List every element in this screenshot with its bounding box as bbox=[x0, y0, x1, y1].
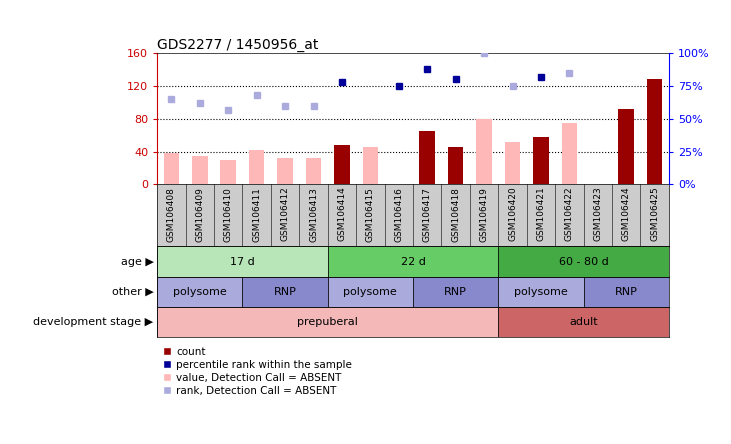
Bar bbox=[420, 131, 435, 184]
Bar bbox=[277, 158, 293, 184]
Bar bbox=[334, 145, 349, 184]
Bar bbox=[499, 307, 669, 337]
Text: GSM106413: GSM106413 bbox=[309, 187, 318, 242]
Bar bbox=[192, 155, 208, 184]
Bar bbox=[413, 277, 499, 307]
Text: GSM106417: GSM106417 bbox=[423, 187, 432, 242]
Text: GSM106418: GSM106418 bbox=[451, 187, 460, 242]
Text: GSM106420: GSM106420 bbox=[508, 187, 517, 242]
Text: development stage ▶: development stage ▶ bbox=[34, 317, 154, 327]
Text: GSM106423: GSM106423 bbox=[594, 187, 602, 242]
Bar bbox=[448, 147, 463, 184]
Text: 60 - 80 d: 60 - 80 d bbox=[558, 257, 608, 266]
Text: GSM106411: GSM106411 bbox=[252, 187, 261, 242]
Bar bbox=[164, 153, 179, 184]
Text: GSM106424: GSM106424 bbox=[622, 187, 631, 242]
Text: polysome: polysome bbox=[514, 287, 568, 297]
Text: 22 d: 22 d bbox=[401, 257, 425, 266]
Text: age ▶: age ▶ bbox=[121, 257, 154, 266]
Text: polysome: polysome bbox=[344, 287, 397, 297]
Text: GDS2277 / 1450956_at: GDS2277 / 1450956_at bbox=[157, 38, 319, 52]
Bar bbox=[221, 160, 236, 184]
Bar bbox=[327, 246, 499, 277]
Text: RNP: RNP bbox=[273, 287, 297, 297]
Text: GSM106422: GSM106422 bbox=[565, 187, 574, 242]
Bar bbox=[249, 150, 265, 184]
Text: GSM106416: GSM106416 bbox=[394, 187, 404, 242]
Text: GSM106414: GSM106414 bbox=[338, 187, 346, 242]
Text: GSM106415: GSM106415 bbox=[366, 187, 375, 242]
Text: GSM106412: GSM106412 bbox=[281, 187, 289, 242]
Bar bbox=[499, 277, 583, 307]
Text: other ▶: other ▶ bbox=[112, 287, 154, 297]
Text: GSM106410: GSM106410 bbox=[224, 187, 232, 242]
Bar bbox=[363, 147, 378, 184]
Bar bbox=[306, 158, 322, 184]
Text: prepuberal: prepuberal bbox=[298, 317, 358, 327]
Bar bbox=[533, 137, 549, 184]
Text: GSM106425: GSM106425 bbox=[650, 187, 659, 242]
Bar bbox=[477, 119, 492, 184]
Bar bbox=[157, 277, 243, 307]
Bar bbox=[157, 246, 327, 277]
Text: GSM106421: GSM106421 bbox=[537, 187, 545, 242]
Bar bbox=[647, 79, 662, 184]
Text: adult: adult bbox=[569, 317, 598, 327]
Text: polysome: polysome bbox=[173, 287, 227, 297]
Bar bbox=[583, 277, 669, 307]
Bar bbox=[327, 277, 413, 307]
Text: RNP: RNP bbox=[615, 287, 637, 297]
Text: GSM106409: GSM106409 bbox=[195, 187, 204, 242]
Text: GSM106408: GSM106408 bbox=[167, 187, 176, 242]
Bar bbox=[157, 307, 499, 337]
Text: RNP: RNP bbox=[444, 287, 467, 297]
Bar bbox=[243, 277, 327, 307]
Bar bbox=[499, 246, 669, 277]
Bar bbox=[504, 142, 520, 184]
Legend: count, percentile rank within the sample, value, Detection Call = ABSENT, rank, : count, percentile rank within the sample… bbox=[162, 347, 352, 396]
Bar bbox=[561, 123, 577, 184]
Text: 17 d: 17 d bbox=[230, 257, 255, 266]
Bar bbox=[618, 109, 634, 184]
Text: GSM106419: GSM106419 bbox=[480, 187, 488, 242]
